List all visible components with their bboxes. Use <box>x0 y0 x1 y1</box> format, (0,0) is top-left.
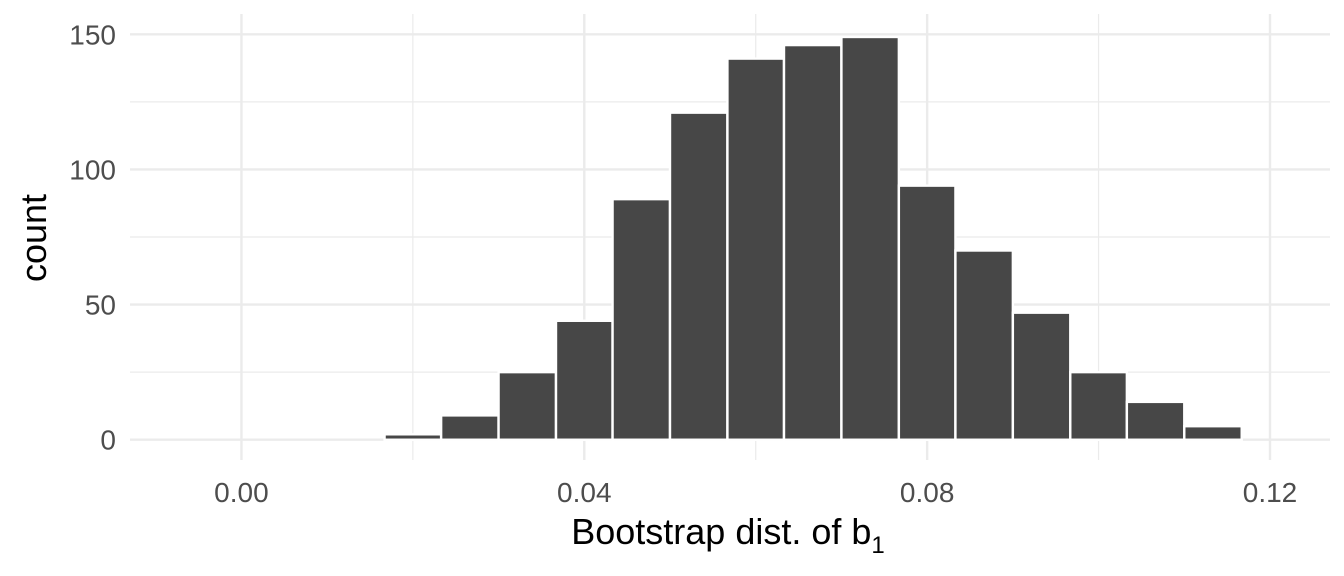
histogram-bars <box>383 35 1243 441</box>
y-tick-label: 50 <box>85 290 116 321</box>
histogram-bar <box>840 35 901 441</box>
histogram-bar <box>554 319 614 441</box>
histogram-bar <box>1183 425 1243 441</box>
x-tick-label: 0.08 <box>900 477 955 508</box>
histogram-bar <box>383 433 443 441</box>
x-axis-title-subscript: 1 <box>871 532 884 559</box>
histogram-bar <box>1011 311 1072 441</box>
histogram-bar <box>782 43 843 441</box>
x-axis-title-main: Bootstrap dist. of b <box>571 511 871 552</box>
histogram-bar <box>726 57 786 441</box>
x-tick-label: 0.00 <box>214 477 269 508</box>
histogram-bar <box>668 111 729 441</box>
y-tick-label: 100 <box>69 154 116 185</box>
y-tick-label: 150 <box>69 19 116 50</box>
histogram-bar <box>897 184 957 441</box>
histogram-bar <box>439 414 500 441</box>
x-axis-title: Bootstrap dist. of b1 <box>571 511 885 559</box>
x-tick-label: 0.04 <box>557 477 612 508</box>
y-axis-tick-labels: 0 50 100 150 <box>69 19 116 455</box>
x-tick-label: 0.12 <box>1243 477 1298 508</box>
histogram-bar <box>611 197 672 441</box>
histogram-bar <box>1125 400 1186 441</box>
histogram-bar <box>1069 370 1129 441</box>
histogram-bar <box>497 370 558 441</box>
y-tick-label: 0 <box>100 425 116 456</box>
histogram-bar <box>954 249 1015 441</box>
x-axis-tick-labels: 0.00 0.04 0.08 0.12 <box>214 477 1297 508</box>
y-axis-title: count <box>13 194 54 282</box>
